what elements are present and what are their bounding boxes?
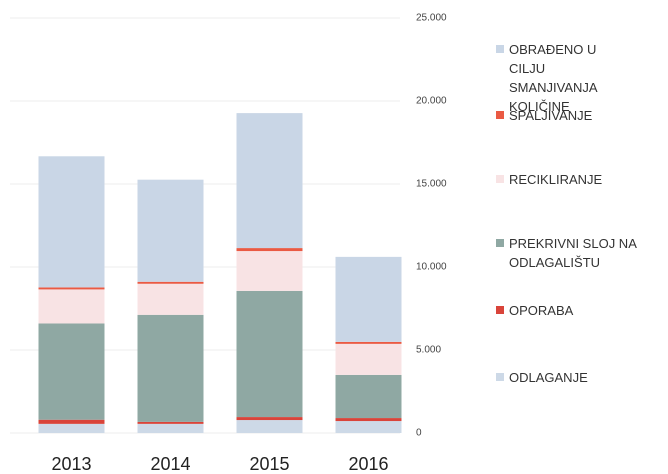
legend-label: OPORABA <box>509 303 574 318</box>
y-tick-label: 25.000 <box>416 13 447 24</box>
legend-swatch <box>496 239 504 247</box>
legend-swatch <box>496 111 504 119</box>
bar-segment <box>137 421 204 424</box>
y-tick-label: 15.000 <box>416 179 447 190</box>
legend-item: SPALJIVANJE <box>496 106 666 125</box>
legend-item: ODLAGANJE <box>496 368 666 387</box>
y-tick-label: 0 <box>416 428 422 439</box>
x-tick-label: 2016 <box>348 454 388 474</box>
bar-segment <box>38 423 105 433</box>
bar-segment <box>335 256 402 342</box>
bar-segment <box>236 113 303 249</box>
legend-swatch <box>496 175 504 183</box>
bar-segment <box>137 281 204 284</box>
legend-label: PREKRIVNI SLOJ NA ODLAGALIŠTU <box>509 236 637 270</box>
y-tick-label: 20.000 <box>416 96 447 107</box>
bar-segment <box>236 417 303 421</box>
bar-segment <box>137 283 204 315</box>
legend-label: OBRAĐENO U CILJU SMANJIVANJA KOLIČINE <box>509 42 597 114</box>
legend-swatch <box>496 45 504 53</box>
legend-item: PREKRIVNI SLOJ NA ODLAGALIŠTU <box>496 234 666 272</box>
legend-label: ODLAGANJE <box>509 370 588 385</box>
legend-item: OBRAĐENO U CILJU SMANJIVANJA KOLIČINE <box>496 40 666 116</box>
x-tick-label: 2015 <box>249 454 289 474</box>
bar-segment <box>137 423 204 433</box>
bar-segment <box>236 251 303 291</box>
bar-segment <box>38 289 105 324</box>
bar-segment <box>335 341 402 344</box>
x-tick-label: 2014 <box>150 454 190 474</box>
y-tick-label: 10.000 <box>416 262 447 273</box>
bar-segment <box>236 248 303 252</box>
bar-segment <box>38 156 105 288</box>
legend-item: OPORABA <box>496 301 666 320</box>
bar-segment <box>236 290 303 418</box>
legend-swatch <box>496 306 504 314</box>
bar-segment <box>335 421 402 433</box>
bar-segment <box>335 418 402 422</box>
bar-segment <box>38 323 105 420</box>
y-tick-label: 5.000 <box>416 345 441 356</box>
bar-segment <box>236 420 303 433</box>
legend-label: SPALJIVANJE <box>509 108 593 123</box>
x-tick-label: 2013 <box>51 454 91 474</box>
legend-item: RECIKLIRANJE <box>496 170 666 189</box>
bar-segment <box>38 287 105 290</box>
bar-segment <box>335 374 402 419</box>
legend-swatch <box>496 373 504 381</box>
bar-segment <box>38 419 105 424</box>
bar-segment <box>137 179 204 282</box>
legend-label: RECIKLIRANJE <box>509 172 603 187</box>
bar-segment <box>335 343 402 375</box>
bar-segment <box>137 314 204 422</box>
